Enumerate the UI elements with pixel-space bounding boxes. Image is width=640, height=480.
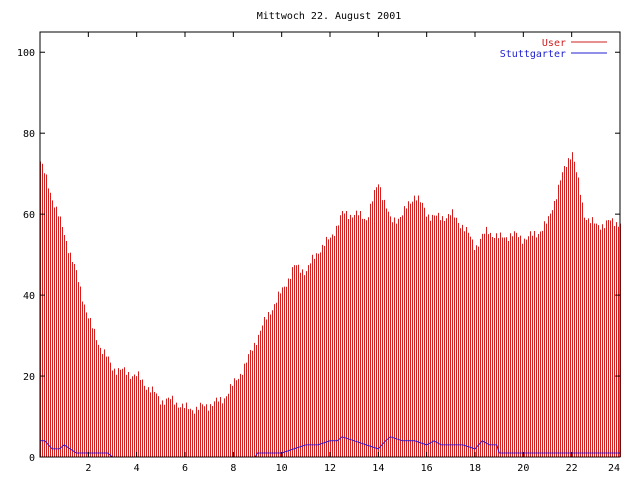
x-tick-label: 22 (566, 463, 578, 474)
x-tick-label: 10 (276, 463, 288, 474)
y-tick-label: 20 (23, 372, 35, 383)
stuttgarter-line (40, 436, 620, 458)
legend-label-user: User (542, 38, 566, 49)
x-tick-label: 16 (421, 463, 433, 474)
x-tick-label: 12 (324, 463, 336, 474)
y-tick-label: 100 (17, 48, 35, 59)
y-tick-label: 0 (29, 453, 35, 464)
user-series (40, 152, 621, 458)
legend-label-stuttgarter: Stuttgarter (500, 49, 566, 60)
y-tick-label: 60 (23, 210, 35, 221)
y-tick-label: 80 (23, 129, 35, 140)
stuttgarter-series (40, 436, 620, 458)
x-tick-label: 2 (85, 463, 91, 474)
x-tick-label: 14 (372, 463, 384, 474)
x-tick-label: 6 (182, 463, 188, 474)
x-tick-label: 18 (469, 463, 481, 474)
chart-title: Mittwoch 22. August 2001 (257, 11, 402, 22)
x-tick-label: 24 (608, 463, 620, 474)
x-tick-label: 8 (230, 463, 236, 474)
x-tick-label: 20 (517, 463, 529, 474)
x-tick-label: 4 (134, 463, 140, 474)
y-tick-label: 40 (23, 291, 35, 302)
legend: User Stuttgarter (500, 38, 607, 60)
